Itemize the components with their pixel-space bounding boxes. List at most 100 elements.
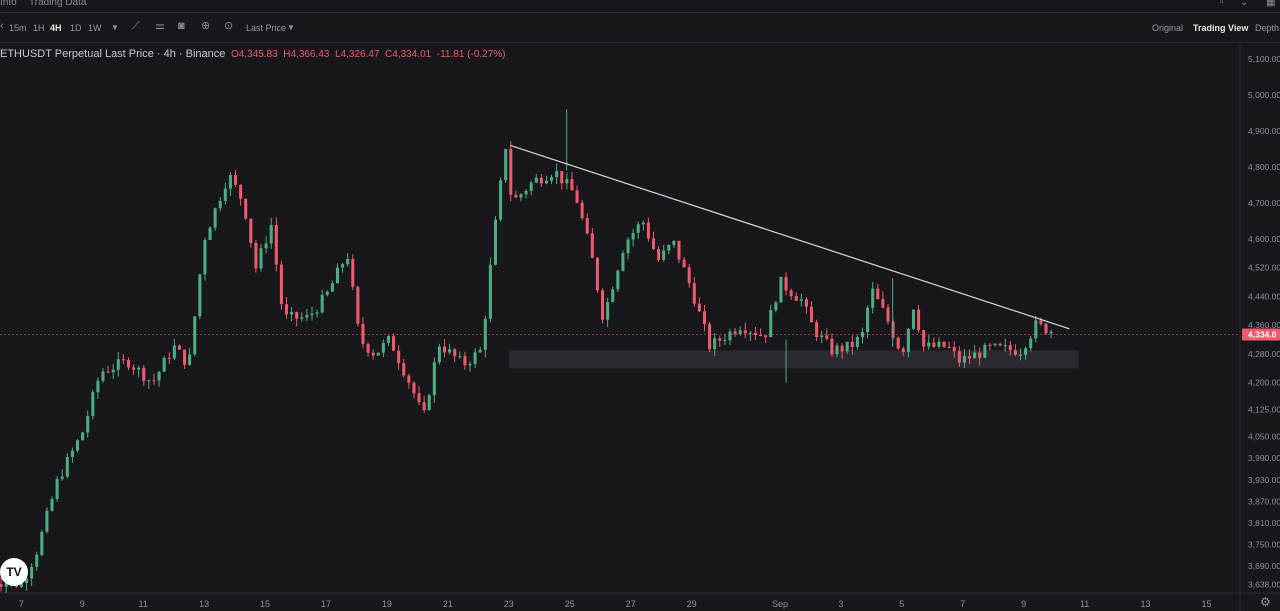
interval-dropdown-icon[interactable]: ▼ <box>111 23 119 32</box>
y-tick-label: 3,750.00 <box>1248 539 1280 549</box>
price-type-select[interactable]: Last Price <box>246 23 287 33</box>
view-depth[interactable]: Depth <box>1255 23 1280 33</box>
candle-body <box>193 316 197 355</box>
grid-icon[interactable]: ▦ <box>1266 0 1276 8</box>
candle-body <box>386 336 390 343</box>
candle-body <box>320 294 324 313</box>
candle-body <box>183 349 187 365</box>
last-price-tag <box>1242 328 1280 341</box>
candle-body <box>1003 345 1007 347</box>
candle-body <box>244 198 248 219</box>
candle-body <box>458 356 462 358</box>
view-original[interactable]: Original <box>1152 23 1184 33</box>
candle-body <box>356 286 360 324</box>
support-zone <box>508 350 1079 369</box>
candle-body <box>417 393 421 403</box>
y-tick-label: 3,638.00 <box>1248 580 1280 590</box>
camera-icon[interactable]: ◙ <box>178 20 185 32</box>
candle-body <box>514 194 518 198</box>
candle-body <box>493 219 498 265</box>
candle-body <box>310 313 314 315</box>
candle-body <box>55 478 59 499</box>
candle-body <box>473 352 477 364</box>
candle-body <box>1018 354 1023 356</box>
candle-body <box>381 342 385 353</box>
candle-body <box>1044 323 1048 334</box>
price-type-dropdown-icon[interactable]: ▼ <box>287 23 295 32</box>
candle-body <box>1013 350 1017 355</box>
candle-body <box>611 289 615 303</box>
candle-body <box>300 317 304 319</box>
candle-body <box>631 232 635 240</box>
open-value: 4,345.83 <box>238 49 278 60</box>
x-tick-label: 13 <box>1141 599 1151 609</box>
close-value: 4,334.01 <box>392 49 432 60</box>
candle-body <box>499 180 503 220</box>
interval-15m[interactable]: 15m <box>9 23 27 33</box>
candle-body <box>697 303 701 312</box>
candle-body <box>188 354 192 365</box>
candle-body <box>988 344 992 346</box>
candle-body <box>4 583 8 587</box>
candle-body <box>728 331 732 341</box>
x-tick-label: 19 <box>382 599 392 609</box>
candle-body <box>646 222 650 239</box>
close-key: C <box>385 49 393 60</box>
chart-settings-gear-icon[interactable]: ⚙ <box>1260 595 1271 609</box>
candle-body <box>606 302 610 320</box>
candle-body <box>437 346 441 363</box>
y-tick-label: 5,100.00 <box>1248 54 1280 64</box>
low-key: L <box>334 49 341 60</box>
x-tick-label: 15 <box>260 599 270 609</box>
x-tick-label: 7 <box>960 599 965 609</box>
candle-body <box>662 250 666 260</box>
add-icon[interactable]: ⊕ <box>201 20 211 32</box>
view-trading-view[interactable]: Trading View <box>1193 23 1249 33</box>
candle-body <box>152 380 156 382</box>
candle-body <box>402 363 406 376</box>
candle-body <box>167 357 171 359</box>
candle-body <box>70 450 74 457</box>
y-tick-label: 3,930.00 <box>1248 475 1280 485</box>
interval-1w[interactable]: 1W <box>88 23 102 33</box>
left-chevron-icon[interactable]: ‹ <box>0 20 4 32</box>
candle-body <box>820 335 824 338</box>
interval-4h[interactable]: 4H <box>50 23 62 33</box>
indicators-icon[interactable]: ⟋ <box>132 20 140 32</box>
candle-body <box>911 309 915 329</box>
tab-trading-data[interactable]: Trading Data <box>29 0 87 8</box>
price-chart[interactable]: 5,100.00 5,000.00 4,900.00 4,800.00 4,700.00… <box>0 43 1280 611</box>
tab-info[interactable]: Info <box>0 0 17 8</box>
interval-1d[interactable]: 1D <box>70 23 82 33</box>
candle-body <box>713 338 717 350</box>
candle-body <box>575 190 579 203</box>
settings-icon[interactable]: ⊙ <box>224 20 234 32</box>
download-icon[interactable]: ⌄ <box>1240 0 1249 8</box>
candle-body <box>978 352 982 358</box>
candle-body <box>855 337 859 348</box>
interval-1h[interactable]: 1H <box>33 23 45 33</box>
candle-body <box>896 337 900 349</box>
candle-body <box>942 341 946 347</box>
candle-body <box>407 375 411 383</box>
candle-body <box>641 222 645 225</box>
y-tick-label: 3,870.00 <box>1248 496 1280 506</box>
candle-body <box>555 171 559 178</box>
candle-body <box>937 341 941 347</box>
candle-body <box>774 302 778 311</box>
candle-body <box>208 227 212 241</box>
candle-body <box>305 314 309 318</box>
candle-body <box>315 312 319 314</box>
chart-settings-icon[interactable]: ⚌ <box>155 20 165 32</box>
candle-body <box>519 194 523 198</box>
candle-body <box>504 149 508 181</box>
candle-body <box>254 243 258 269</box>
candle-body <box>432 362 436 396</box>
candle-body <box>478 349 482 353</box>
candle-body <box>65 456 69 477</box>
candle-body <box>121 359 125 361</box>
candle-body <box>738 330 742 334</box>
candle-body <box>570 179 574 191</box>
change-value: -11.81 (-0.27%) <box>436 49 506 60</box>
phone-icon[interactable]: ▫ <box>1220 0 1224 8</box>
